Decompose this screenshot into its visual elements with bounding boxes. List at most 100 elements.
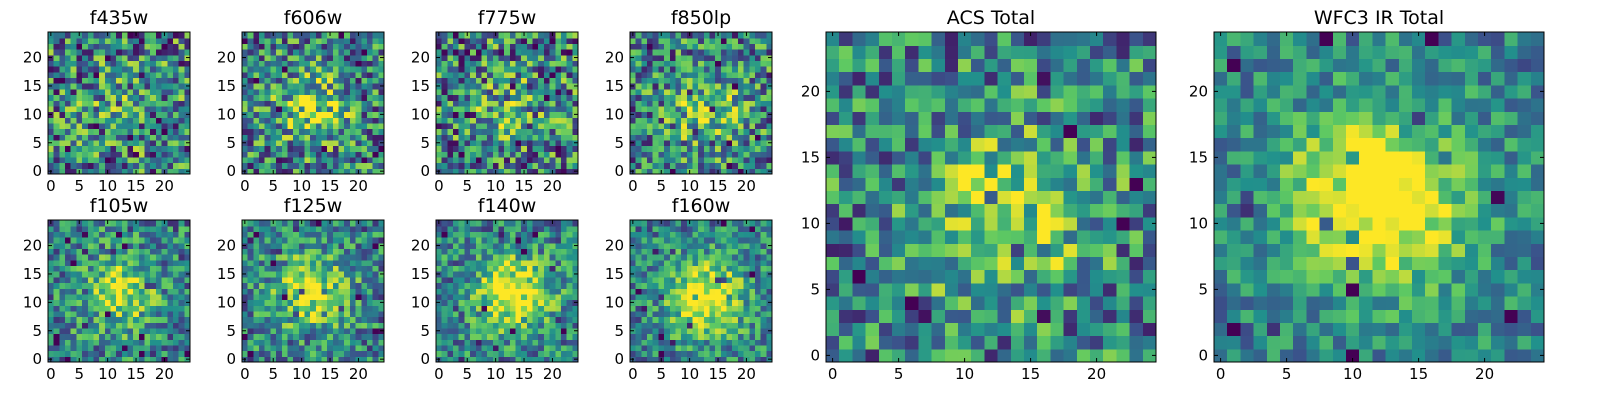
- heatmap-cell: [127, 265, 134, 272]
- heatmap-cell: [515, 77, 522, 84]
- heatmap-cell: [635, 162, 642, 169]
- heatmap-cell: [635, 288, 642, 295]
- heatmap-cell: [53, 32, 60, 39]
- heatmap-cell: [635, 350, 642, 357]
- heatmap-cell: [338, 356, 345, 363]
- heatmap-cell: [709, 350, 716, 357]
- heatmap-cell: [70, 356, 77, 363]
- heatmap-cell: [361, 259, 368, 267]
- heatmap-cell: [93, 111, 100, 118]
- heatmap-cell: [681, 156, 688, 164]
- heatmap-cell: [641, 83, 648, 90]
- heatmap-cell: [264, 271, 271, 278]
- heatmap-cell: [276, 322, 283, 329]
- heatmap-cell: [532, 265, 539, 272]
- panel-title: f125w: [284, 195, 343, 217]
- heatmap-cell: [715, 288, 722, 295]
- heatmap-cell: [538, 105, 545, 113]
- heatmap-cell: [150, 43, 157, 50]
- heatmap-cell: [48, 105, 55, 113]
- heatmap-cell: [116, 276, 123, 284]
- heatmap-cell: [532, 259, 539, 267]
- heatmap-cell: [99, 242, 106, 249]
- heatmap-cell: [703, 88, 711, 96]
- heatmap-cell: [259, 299, 266, 306]
- heatmap-cell: [281, 316, 289, 323]
- heatmap-cell: [372, 316, 379, 323]
- heatmap-cell: [572, 32, 579, 39]
- heatmap-cell: [681, 344, 688, 352]
- heatmap-cell: [760, 77, 767, 84]
- heatmap-cell: [76, 54, 83, 61]
- heatmap-cell: [509, 100, 517, 107]
- heatmap-cell: [70, 265, 77, 272]
- heatmap-cell: [766, 316, 773, 323]
- heatmap-cell: [538, 293, 545, 301]
- heatmap-cell: [737, 310, 745, 318]
- heatmap-cell: [681, 271, 688, 278]
- heatmap-cell: [378, 305, 385, 312]
- heatmap-cell: [76, 327, 83, 335]
- heatmap-cell: [327, 134, 334, 141]
- heatmap-cell: [441, 128, 448, 135]
- heatmap-cell: [372, 37, 379, 44]
- heatmap-cell: [458, 276, 465, 284]
- heatmap-cell: [453, 100, 460, 107]
- heatmap-cell: [549, 94, 556, 101]
- heatmap-cell: [104, 254, 112, 261]
- heatmap-cell: [436, 134, 443, 141]
- heatmap-cell: [361, 128, 368, 135]
- heatmap-cell: [464, 156, 471, 164]
- heatmap-cell: [310, 168, 317, 175]
- heatmap-cell: [475, 310, 483, 318]
- heatmap-cell: [104, 225, 112, 232]
- heatmap-cell: [464, 66, 471, 73]
- heatmap-cell: [698, 49, 705, 56]
- heatmap-cell: [458, 105, 465, 113]
- heatmap-cell: [549, 282, 556, 289]
- heatmap-cell: [481, 122, 488, 130]
- heatmap-cell: [487, 231, 494, 238]
- heatmap-cell: [281, 282, 289, 289]
- heatmap-cell: [270, 271, 277, 278]
- heatmap-cell: [732, 111, 739, 118]
- heatmap-cell: [737, 350, 745, 357]
- heatmap-cell: [709, 60, 716, 67]
- heatmap-cell: [65, 288, 72, 295]
- heatmap-cell: [281, 54, 289, 61]
- heatmap-cell: [555, 316, 562, 323]
- heatmap-cell: [167, 231, 174, 238]
- x-tick-label: 10: [680, 177, 699, 195]
- heatmap-cell: [127, 88, 134, 96]
- heatmap-cell: [293, 310, 300, 318]
- heatmap-cell: [453, 225, 460, 232]
- heatmap-cell: [281, 259, 289, 267]
- heatmap-cell: [692, 60, 699, 67]
- heatmap-cell: [93, 288, 100, 295]
- heatmap-cell: [172, 162, 180, 169]
- heatmap-cell: [247, 316, 254, 323]
- heatmap-cell: [253, 60, 260, 67]
- heatmap-cell: [332, 276, 340, 284]
- heatmap-cell: [247, 88, 254, 96]
- heatmap-cell: [99, 128, 106, 135]
- heatmap-cell: [178, 162, 185, 169]
- heatmap-cell: [82, 37, 89, 44]
- heatmap-cell: [155, 220, 163, 227]
- heatmap-cell: [366, 237, 374, 244]
- heatmap-cell: [276, 60, 283, 67]
- heatmap-cell: [743, 305, 750, 312]
- heatmap-cell: [310, 151, 317, 158]
- heatmap-cell: [766, 117, 773, 124]
- heatmap-cell: [144, 333, 151, 340]
- heatmap-cell: [749, 128, 756, 135]
- heatmap-cell: [635, 151, 642, 158]
- heatmap-cell: [720, 54, 728, 61]
- heatmap-cell: [743, 151, 750, 158]
- heatmap-cell: [344, 350, 351, 357]
- heatmap-cell: [475, 71, 483, 79]
- heatmap-cell: [458, 117, 465, 124]
- heatmap-cell: [116, 134, 123, 141]
- heatmap-cell: [447, 282, 454, 289]
- heatmap-cell: [549, 145, 556, 152]
